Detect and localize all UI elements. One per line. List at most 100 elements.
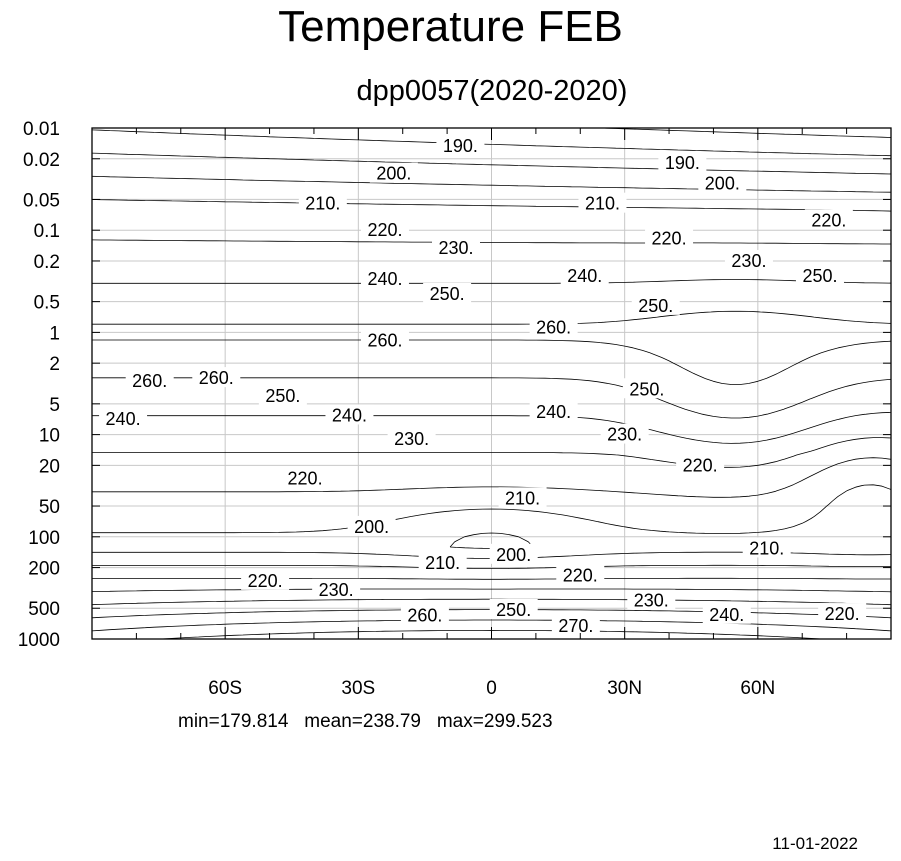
contour-label-bg	[498, 487, 547, 508]
contour-label-bg	[312, 578, 361, 599]
y-tick-label: 0.01	[23, 119, 60, 140]
stat-min: min=179.814	[178, 711, 289, 732]
contour-line-190	[602, 127, 892, 138]
contour-label: 200.	[705, 174, 740, 194]
contour-label-bg	[241, 569, 290, 590]
contour-label: 240.	[332, 405, 367, 425]
contour-label: 250.	[496, 600, 531, 620]
contour-label: 220.	[248, 571, 283, 591]
contour-labels: 190.190.200. 200.210. 210.220. 220.220.230.…	[99, 134, 867, 636]
y-tick-label: 100	[28, 528, 60, 549]
contour-label: 220.	[288, 469, 323, 489]
contour-label-bg	[192, 367, 241, 388]
x-tick-label: 30N	[607, 678, 642, 699]
contour-label-bg	[676, 454, 725, 475]
contour-label: 220.	[811, 210, 846, 230]
y-tick-label: 1	[49, 323, 60, 344]
contour-label: 230.	[731, 251, 766, 271]
contour-label: 260.	[536, 318, 571, 338]
contour-label: 200.	[496, 545, 531, 565]
contour-label: 190.	[665, 153, 700, 173]
contour-label-bg	[578, 192, 627, 213]
x-axis-tick-labels: 60S 30S 0 30N 60N	[208, 678, 775, 699]
contour-label: 220.	[563, 566, 598, 586]
date-stamp: 11-01-2022	[772, 834, 858, 853]
contour-label: 210.	[505, 488, 540, 508]
y-tick-label: 0.2	[34, 252, 60, 273]
chart-subtitle: dpp0057(2020-2020)	[356, 75, 628, 107]
contour-label-bg	[125, 370, 174, 391]
contour-label-bg	[529, 316, 578, 337]
y-tick-label: 50	[39, 497, 60, 518]
contour-label-bg	[431, 237, 480, 258]
y-tick-label: 200	[28, 559, 60, 580]
contour-label: 220.	[367, 220, 402, 240]
contour-label: 200.	[376, 164, 411, 184]
contour-label-bg	[631, 294, 680, 315]
y-tick-label: 2	[49, 354, 60, 375]
contour-label: 190.	[443, 136, 478, 156]
x-tick-label: 60S	[208, 678, 242, 699]
contour-label-bg	[360, 329, 409, 350]
contour-label-bg	[369, 162, 418, 183]
chart-title: Temperature FEB	[278, 2, 623, 51]
y-tick-label: 500	[28, 599, 60, 620]
contour-label: 250.	[802, 266, 837, 286]
y-axis-tick-labels: 0.01 0.02 0.05 0.1 0.2 0.5 1 2 5 10 20 50 100 200 500 1…	[18, 119, 60, 651]
contour-label: 220.	[683, 455, 718, 475]
x-tick-label: 60N	[740, 678, 775, 699]
contour-label-bg	[622, 378, 671, 399]
contour-label: 260.	[407, 606, 442, 626]
contour-label-bg	[99, 407, 148, 428]
contour-label: 260.	[199, 368, 234, 388]
y-tick-label: 0.1	[34, 221, 60, 242]
contour-label-bg	[436, 134, 485, 155]
contour-label: 250.	[638, 296, 673, 316]
contour-label-bg	[325, 404, 374, 425]
contour-label: 240.	[536, 402, 571, 422]
contour-label-bg	[702, 603, 751, 624]
contour-label-bg	[387, 427, 436, 448]
contour-label-bg	[423, 282, 472, 303]
contour-label: 250.	[265, 386, 300, 406]
contour-label: 230.	[319, 580, 354, 600]
contour-line-220	[91, 175, 892, 569]
contour-label-bg	[489, 598, 538, 619]
contour-label: 230.	[394, 429, 429, 449]
contour-label-bg	[400, 604, 449, 625]
contour-label-bg	[645, 227, 694, 248]
contour-label: 220.	[825, 604, 860, 624]
x-tick-label: 30S	[341, 678, 375, 699]
contour-label-bg	[551, 615, 600, 636]
contour-label-bg	[360, 267, 409, 288]
contour-label-bg	[742, 537, 791, 558]
y-tick-label: 0.02	[23, 150, 60, 171]
y-tick-label: 0.5	[34, 293, 60, 314]
y-tick-label: 0.05	[23, 190, 60, 211]
contour-label-bg	[281, 467, 330, 488]
contour-label-bg	[795, 264, 844, 285]
stats-line: min=179.814 mean=238.79 max=299.523	[178, 711, 553, 733]
contour-label: 210.	[585, 194, 620, 214]
contour-line-200	[91, 129, 892, 549]
contour-label-bg	[698, 172, 747, 193]
contour-label-bg	[627, 589, 676, 610]
contour-label-bg	[418, 551, 467, 572]
contour-label-bg	[298, 192, 347, 213]
contour-label: 230.	[634, 590, 669, 610]
contour-label-bg	[724, 249, 773, 270]
contour-label-bg	[600, 423, 649, 444]
contour-label-bg	[818, 603, 867, 624]
contour-label: 250.	[629, 379, 664, 399]
contour-label: 270.	[558, 616, 593, 636]
contour-label: 220.	[652, 228, 687, 248]
contour-label: 260.	[367, 330, 402, 350]
contour-label: 240.	[709, 605, 744, 625]
contour-label: 200.	[354, 517, 389, 537]
contour-label: 240.	[106, 409, 141, 429]
contour-label-bg	[347, 515, 396, 536]
axis-ticks	[92, 127, 891, 640]
y-tick-label: 1000	[18, 630, 60, 651]
contour-label: 210.	[305, 194, 340, 214]
